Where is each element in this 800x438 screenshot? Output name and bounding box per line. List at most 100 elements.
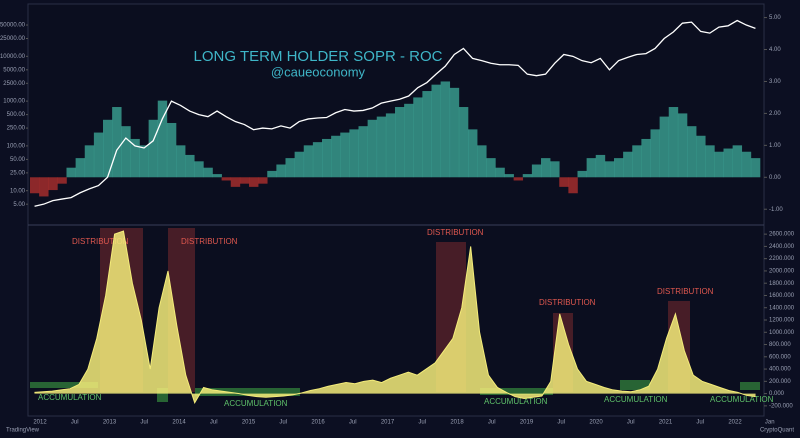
y-tick-label: 800.000: [769, 342, 791, 348]
x-tick-label: 2017: [381, 420, 395, 426]
x-tick-label: 2013: [103, 420, 117, 426]
roc-bar: [239, 177, 250, 184]
x-tick-label: 2018: [450, 420, 464, 426]
y-tick-label: 5000.00: [3, 67, 25, 73]
roc-bar: [230, 177, 241, 187]
x-tick-label: Jul: [349, 420, 357, 426]
roc-bar: [322, 138, 332, 178]
y2-tick-label: 4.00: [769, 47, 781, 53]
y-tick-label: -200.000: [769, 403, 793, 409]
roc-bar: [194, 161, 204, 178]
roc-bar: [577, 170, 587, 178]
roc-bar: [632, 145, 642, 178]
roc-bar: [203, 167, 213, 178]
x-tick-label: Jul: [210, 420, 218, 426]
roc-bar: [422, 91, 432, 178]
roc-bar: [112, 107, 122, 178]
roc-bar: [513, 177, 524, 181]
roc-bar: [659, 116, 670, 178]
y-tick-label: 25.00: [10, 170, 26, 176]
roc-bar: [385, 113, 396, 178]
roc-bar: [732, 145, 743, 178]
roc-bar: [312, 142, 323, 178]
roc-bar: [568, 177, 578, 194]
roc-bar: [166, 122, 177, 178]
y-tick-label: 5.00: [13, 202, 25, 208]
roc-bar: [285, 158, 295, 178]
x-tick-label: Jul: [140, 420, 148, 426]
distribution-label: DISTRIBUTION: [539, 298, 596, 307]
y-tick-label: 1200.000: [769, 318, 795, 324]
x-tick-label: Jul: [71, 420, 79, 426]
chart-title: LONG TERM HOLDER SOPR - ROC: [194, 48, 443, 65]
activity-area: [34, 231, 756, 403]
roc-bar: [249, 177, 259, 187]
roc-bar: [93, 132, 104, 178]
roc-bar: [723, 148, 733, 178]
accumulation-zone: [30, 382, 98, 388]
roc-bar: [303, 145, 314, 178]
roc-bar: [212, 174, 222, 178]
roc-bar: [48, 177, 58, 191]
y-tick-label: 25000.00: [0, 36, 26, 42]
price-line: [34, 19, 756, 207]
x-tick-label: Jul: [488, 420, 496, 426]
roc-bar: [413, 97, 423, 178]
y-tick-label: 2600.000: [769, 232, 795, 238]
x-tick-label: 2015: [242, 420, 256, 426]
roc-bar: [522, 174, 533, 178]
roc-bar: [641, 138, 651, 178]
roc-bar: [614, 158, 624, 178]
x-tick-label: Jan: [765, 420, 775, 426]
roc-bar: [340, 132, 350, 178]
footer-left: TradingView: [6, 428, 40, 434]
y-tick-label: 0.000: [769, 391, 785, 397]
x-tick-label: 2016: [311, 420, 325, 426]
roc-bar: [531, 164, 542, 178]
roc-bar: [550, 161, 560, 178]
roc-bar: [130, 138, 140, 178]
y-tick-label: 2500.00: [3, 81, 25, 87]
chart-subtitle: @caueoconomy: [271, 64, 366, 79]
x-tick-label: 2012: [33, 420, 47, 426]
roc-bar: [276, 164, 286, 178]
y2-tick-label: -1.00: [769, 207, 783, 213]
roc-bar: [376, 116, 387, 178]
footer-right: CryptoQuant: [760, 428, 794, 434]
activity-line: [34, 230, 756, 405]
y-tick-label: 50.00: [10, 157, 26, 163]
y-tick-label: 1000.000: [769, 330, 795, 336]
accumulation-zone: [195, 388, 300, 396]
roc-bar: [139, 145, 149, 178]
roc-bar: [440, 81, 451, 178]
roc-bar: [559, 177, 569, 187]
roc-bar: [121, 126, 131, 178]
roc-bar: [668, 107, 679, 178]
accumulation-label: ACCUMULATION: [604, 395, 668, 404]
roc-bar: [449, 87, 460, 178]
y-tick-label: 50000.00: [0, 23, 26, 29]
roc-bar: [30, 177, 40, 194]
roc-bar: [741, 151, 752, 178]
roc-bar: [696, 135, 706, 178]
roc-bar: [714, 151, 724, 178]
roc-bar: [504, 174, 514, 178]
y-tick-label: 2400.000: [769, 244, 795, 250]
roc-bar: [57, 177, 67, 184]
y-tick-label: 2200.000: [769, 256, 795, 262]
roc-bar: [750, 158, 761, 178]
roc-bar: [687, 126, 697, 178]
roc-bar: [221, 177, 232, 181]
y-tick-label: 500.00: [7, 112, 26, 118]
accumulation-label: ACCUMULATION: [484, 397, 548, 406]
roc-bar: [495, 167, 505, 178]
y-tick-label: 400.000: [769, 367, 791, 373]
roc-bar: [367, 119, 378, 178]
x-tick-label: Jul: [696, 420, 704, 426]
roc-bar: [477, 145, 487, 178]
y2-tick-label: 2.00: [769, 111, 781, 117]
roc-bar: [75, 158, 86, 178]
y-tick-label: 2000.000: [769, 269, 795, 275]
accumulation-zone: [740, 382, 760, 390]
